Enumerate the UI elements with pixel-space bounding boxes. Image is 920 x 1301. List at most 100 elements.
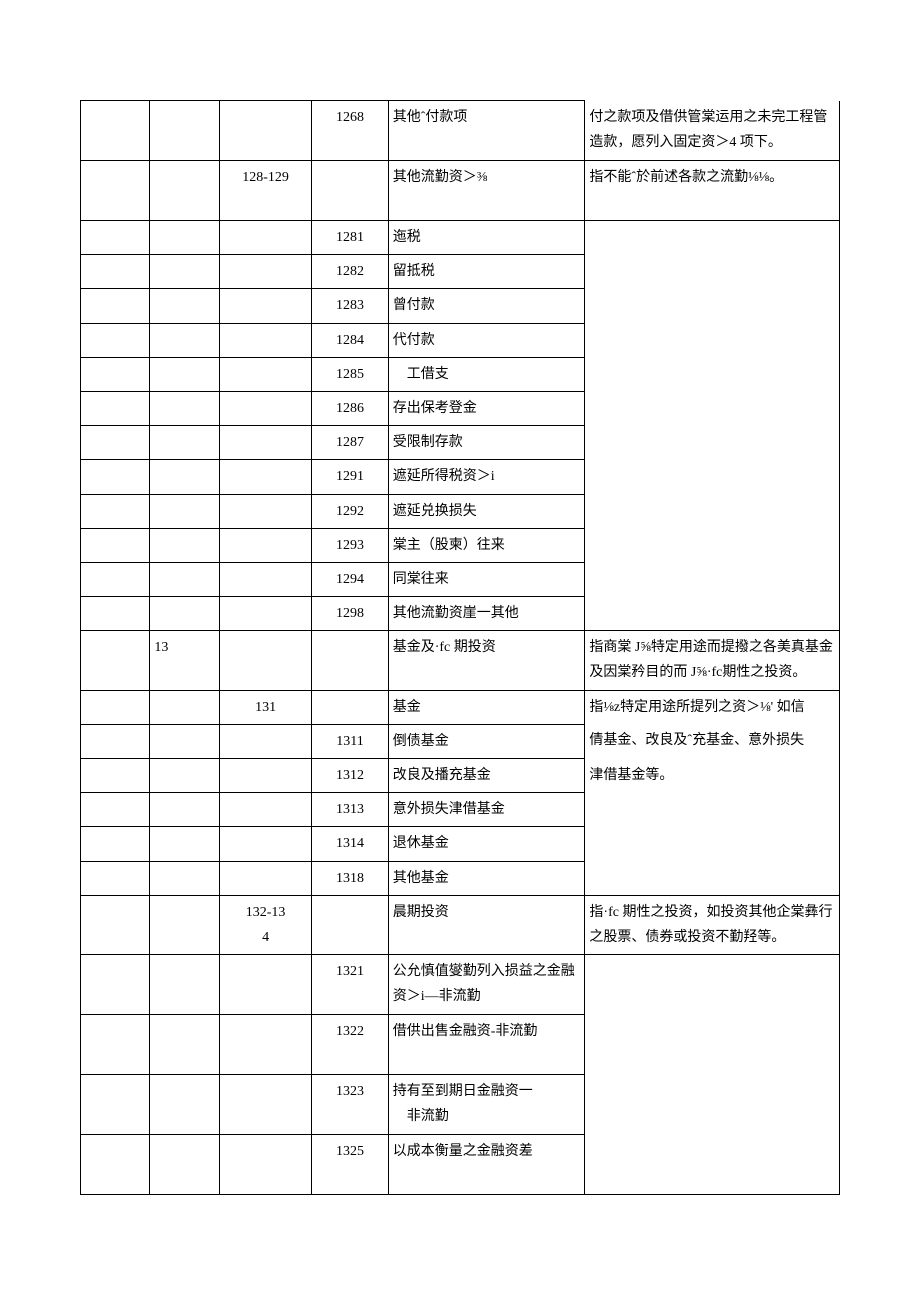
col-name: 留抵税 bbox=[388, 255, 585, 289]
col-name: 曾付款 bbox=[388, 289, 585, 323]
table-row: 1285 工借支 bbox=[81, 357, 840, 391]
col-level3 bbox=[219, 955, 312, 1015]
table-row: 1325以成本衡量之金融资差 bbox=[81, 1135, 840, 1195]
col-name: 其他基金 bbox=[388, 861, 585, 895]
col-level1 bbox=[81, 221, 150, 255]
col-level2 bbox=[150, 562, 219, 596]
col-name: 存出保考登金 bbox=[388, 391, 585, 425]
col-description bbox=[585, 289, 840, 323]
table-row: 1291遮延所得税资＞i bbox=[81, 460, 840, 494]
col-description: 指商棠 J⅝特定用途而提撥之各美真基金及因棠矜目的而 J⅝·fc期性之投资。 bbox=[585, 631, 840, 690]
col-description bbox=[585, 255, 840, 289]
col-code: 1285 bbox=[312, 357, 388, 391]
col-level1 bbox=[81, 793, 150, 827]
col-level1 bbox=[81, 759, 150, 793]
col-description bbox=[585, 861, 840, 895]
col-level3: 131 bbox=[219, 690, 312, 724]
col-level3 bbox=[219, 289, 312, 323]
col-code: 1323 bbox=[312, 1075, 388, 1135]
col-name: 迤税 bbox=[388, 221, 585, 255]
col-code bbox=[312, 631, 388, 690]
col-code: 1318 bbox=[312, 861, 388, 895]
table-row: 131基金指⅛z特定用途所提列之资＞⅛' 如信 bbox=[81, 690, 840, 724]
col-level1 bbox=[81, 161, 150, 221]
col-level2 bbox=[150, 1075, 219, 1135]
col-name: 工借支 bbox=[388, 357, 585, 391]
col-level3 bbox=[219, 391, 312, 425]
col-description: 付之款项及借供管棠运用之未完工程管造款，愿列入固定资＞4 项下。 bbox=[585, 101, 840, 161]
col-name: 代付款 bbox=[388, 323, 585, 357]
col-level3 bbox=[219, 460, 312, 494]
col-name: 遮延兑换损失 bbox=[388, 494, 585, 528]
col-level1 bbox=[81, 101, 150, 161]
table-row: 1298其他流勤资崖一其他 bbox=[81, 597, 840, 631]
col-level1 bbox=[81, 631, 150, 690]
col-level3 bbox=[219, 597, 312, 631]
col-code: 1281 bbox=[312, 221, 388, 255]
col-level2 bbox=[150, 895, 219, 954]
col-level3 bbox=[219, 724, 312, 758]
col-code: 1313 bbox=[312, 793, 388, 827]
col-code: 1286 bbox=[312, 391, 388, 425]
col-name: 遮延所得税资＞i bbox=[388, 460, 585, 494]
col-description: 指⅛z特定用途所提列之资＞⅛' 如信 bbox=[585, 690, 840, 724]
col-name: 持有至到期日金融资一 非流勤 bbox=[388, 1075, 585, 1135]
col-level1 bbox=[81, 528, 150, 562]
table-row: 1322借供出售金融资-非流勤 bbox=[81, 1015, 840, 1075]
table-row: 1312改良及播充基金津借基金等。 bbox=[81, 759, 840, 793]
col-code: 1325 bbox=[312, 1135, 388, 1195]
col-code: 1314 bbox=[312, 827, 388, 861]
col-name: 同棠往来 bbox=[388, 562, 585, 596]
table-row: 1293棠主（股柬）往来 bbox=[81, 528, 840, 562]
col-description bbox=[585, 597, 840, 631]
col-code: 1298 bbox=[312, 597, 388, 631]
col-name: 其他流勤资＞⅜ bbox=[388, 161, 585, 221]
table-row: 1281迤税 bbox=[81, 221, 840, 255]
table-row: 1282留抵税 bbox=[81, 255, 840, 289]
col-level2 bbox=[150, 597, 219, 631]
col-level2 bbox=[150, 255, 219, 289]
table-row: 1323持有至到期日金融资一 非流勤 bbox=[81, 1075, 840, 1135]
col-level1 bbox=[81, 827, 150, 861]
col-level2 bbox=[150, 759, 219, 793]
col-code: 1294 bbox=[312, 562, 388, 596]
col-code: 1292 bbox=[312, 494, 388, 528]
accounting-table: 1268其他ˆ付款项付之款项及借供管棠运用之未完工程管造款，愿列入固定资＞4 项… bbox=[80, 100, 840, 1195]
col-level2 bbox=[150, 1015, 219, 1075]
col-level2 bbox=[150, 861, 219, 895]
table-row: 1284代付款 bbox=[81, 323, 840, 357]
col-code bbox=[312, 161, 388, 221]
table-row: 1294同棠往来 bbox=[81, 562, 840, 596]
col-level1 bbox=[81, 597, 150, 631]
col-code bbox=[312, 690, 388, 724]
col-level2: 13 bbox=[150, 631, 219, 690]
col-level3: 128-129 bbox=[219, 161, 312, 221]
table-row: 1268其他ˆ付款项付之款项及借供管棠运用之未完工程管造款，愿列入固定资＞4 项… bbox=[81, 101, 840, 161]
col-level2 bbox=[150, 221, 219, 255]
col-level3 bbox=[219, 221, 312, 255]
col-level3 bbox=[219, 528, 312, 562]
col-level3 bbox=[219, 1075, 312, 1135]
col-level2 bbox=[150, 724, 219, 758]
col-level1 bbox=[81, 895, 150, 954]
col-level3 bbox=[219, 1015, 312, 1075]
col-level2 bbox=[150, 827, 219, 861]
table-row: 1292遮延兑换损失 bbox=[81, 494, 840, 528]
col-level3 bbox=[219, 562, 312, 596]
col-name: 意外损失津借基金 bbox=[388, 793, 585, 827]
col-level1 bbox=[81, 357, 150, 391]
col-name: 倒债基金 bbox=[388, 724, 585, 758]
col-description bbox=[585, 827, 840, 861]
col-level3 bbox=[219, 255, 312, 289]
col-level3 bbox=[219, 1135, 312, 1195]
col-level2 bbox=[150, 1135, 219, 1195]
col-level2 bbox=[150, 793, 219, 827]
col-level3: 132-134 bbox=[219, 895, 312, 954]
table-row: 1314退休基金 bbox=[81, 827, 840, 861]
table-row: 1286存出保考登金 bbox=[81, 391, 840, 425]
col-description bbox=[585, 1075, 840, 1135]
col-description bbox=[585, 562, 840, 596]
table-row: 1287受限制存款 bbox=[81, 426, 840, 460]
col-level2 bbox=[150, 101, 219, 161]
col-description: 指·fc 期性之投资，如投资其他企棠彝行之股票、债券或投资不勤羟等。 bbox=[585, 895, 840, 954]
